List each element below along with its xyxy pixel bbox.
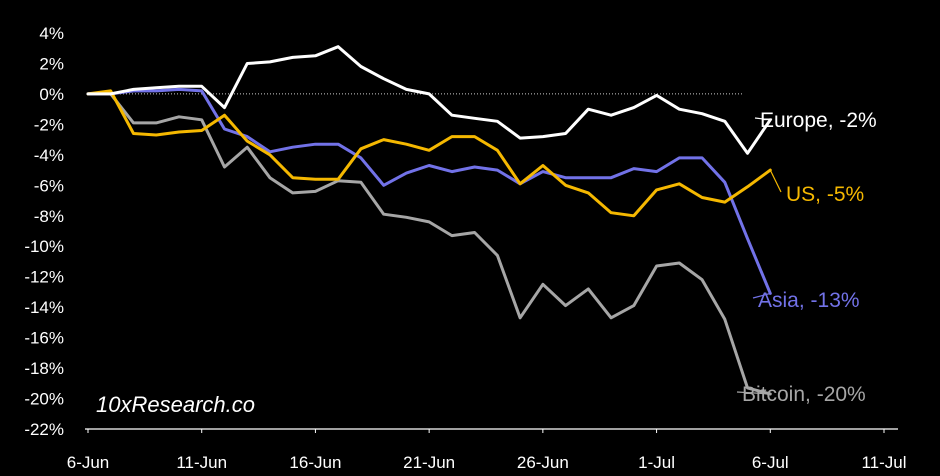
y-tick-label: -10% <box>24 237 64 256</box>
series-line <box>86 87 772 295</box>
series-lines <box>86 45 772 396</box>
watermark-text: 10xResearch.co <box>96 392 255 417</box>
x-tick-label: 6-Jun <box>67 453 110 472</box>
x-tick-label: 21-Jun <box>403 453 455 472</box>
y-axis-ticks: 4% 2% 0% -2% -4% -6% -8% -10% -12% -14% -16% -18% -2… <box>24 24 64 439</box>
series-label-connector <box>754 117 771 121</box>
y-tick-label: 4% <box>39 24 64 43</box>
y-tick-label: -16% <box>24 329 64 348</box>
y-tick-label: -4% <box>34 146 64 165</box>
series-line <box>86 45 772 155</box>
y-tick-label: -18% <box>24 359 64 378</box>
x-axis-ticks: 6-Jun 11-Jun 16-Jun 21-Jun 26-Jun 1-Jul 6-Jul 1… <box>67 429 907 472</box>
series-label: Europe, -2% <box>760 109 877 132</box>
x-tick-label: 11-Jun <box>176 453 227 472</box>
x-tick-label: 26-Jun <box>517 453 569 472</box>
y-tick-label: -6% <box>34 176 64 195</box>
series-label: Asia, -13% <box>758 289 860 312</box>
y-tick-label: -12% <box>24 268 64 287</box>
y-tick-label: -8% <box>34 207 64 226</box>
y-tick-label: 0% <box>39 85 64 104</box>
y-tick-label: -14% <box>24 298 64 317</box>
x-tick-label: 11-Jul <box>861 453 906 472</box>
y-tick-label: -20% <box>24 390 64 409</box>
series-labels: Europe, -2% US, -5% Asia, -13% Bitcoin, -20… <box>736 109 877 406</box>
series-label: US, -5% <box>786 183 864 206</box>
series-line <box>86 89 772 218</box>
y-tick-label: -2% <box>34 115 64 134</box>
x-tick-label: 16-Jun <box>289 453 341 472</box>
y-tick-label: 2% <box>39 54 64 73</box>
series-label-connector <box>769 169 782 193</box>
series-label-connector <box>752 292 771 299</box>
y-tick-label: -22% <box>24 420 64 439</box>
series-line <box>86 92 772 396</box>
x-tick-label: 1-Jul <box>638 453 675 472</box>
x-tick-label: 6-Jul <box>752 453 789 472</box>
series-label: Bitcoin, -20% <box>742 383 866 406</box>
series-label-connector <box>736 391 771 395</box>
